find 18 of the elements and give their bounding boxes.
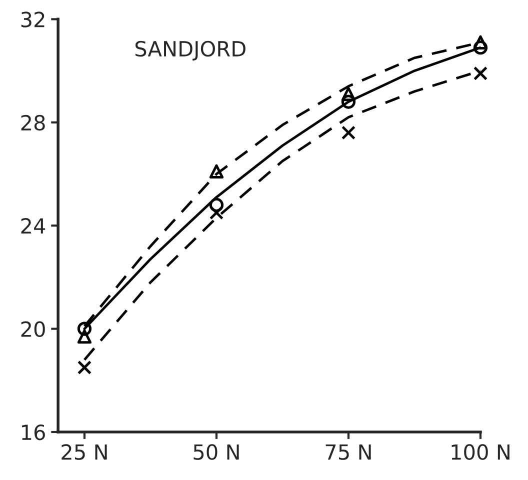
point xyxy=(209,206,224,220)
x-tick-label: 25 N xyxy=(62,444,107,460)
x-tick-label: 75 N xyxy=(326,444,371,460)
text: SANDJORD xyxy=(135,40,246,61)
point xyxy=(341,126,356,140)
y-tick-label: 32 xyxy=(21,12,44,28)
y-tick-label: 24 xyxy=(21,218,46,234)
point xyxy=(473,66,488,80)
point xyxy=(77,329,92,344)
point xyxy=(209,164,224,178)
y-tick-label: 16 xyxy=(22,424,45,440)
point xyxy=(341,86,356,102)
y-tick-label: 20 xyxy=(21,321,45,338)
x-tick-label: 50 N xyxy=(194,444,239,460)
y-tick-label: 28 xyxy=(21,114,45,131)
point xyxy=(77,360,92,375)
x-tick-label: 100 N xyxy=(452,444,510,460)
point xyxy=(473,35,488,50)
